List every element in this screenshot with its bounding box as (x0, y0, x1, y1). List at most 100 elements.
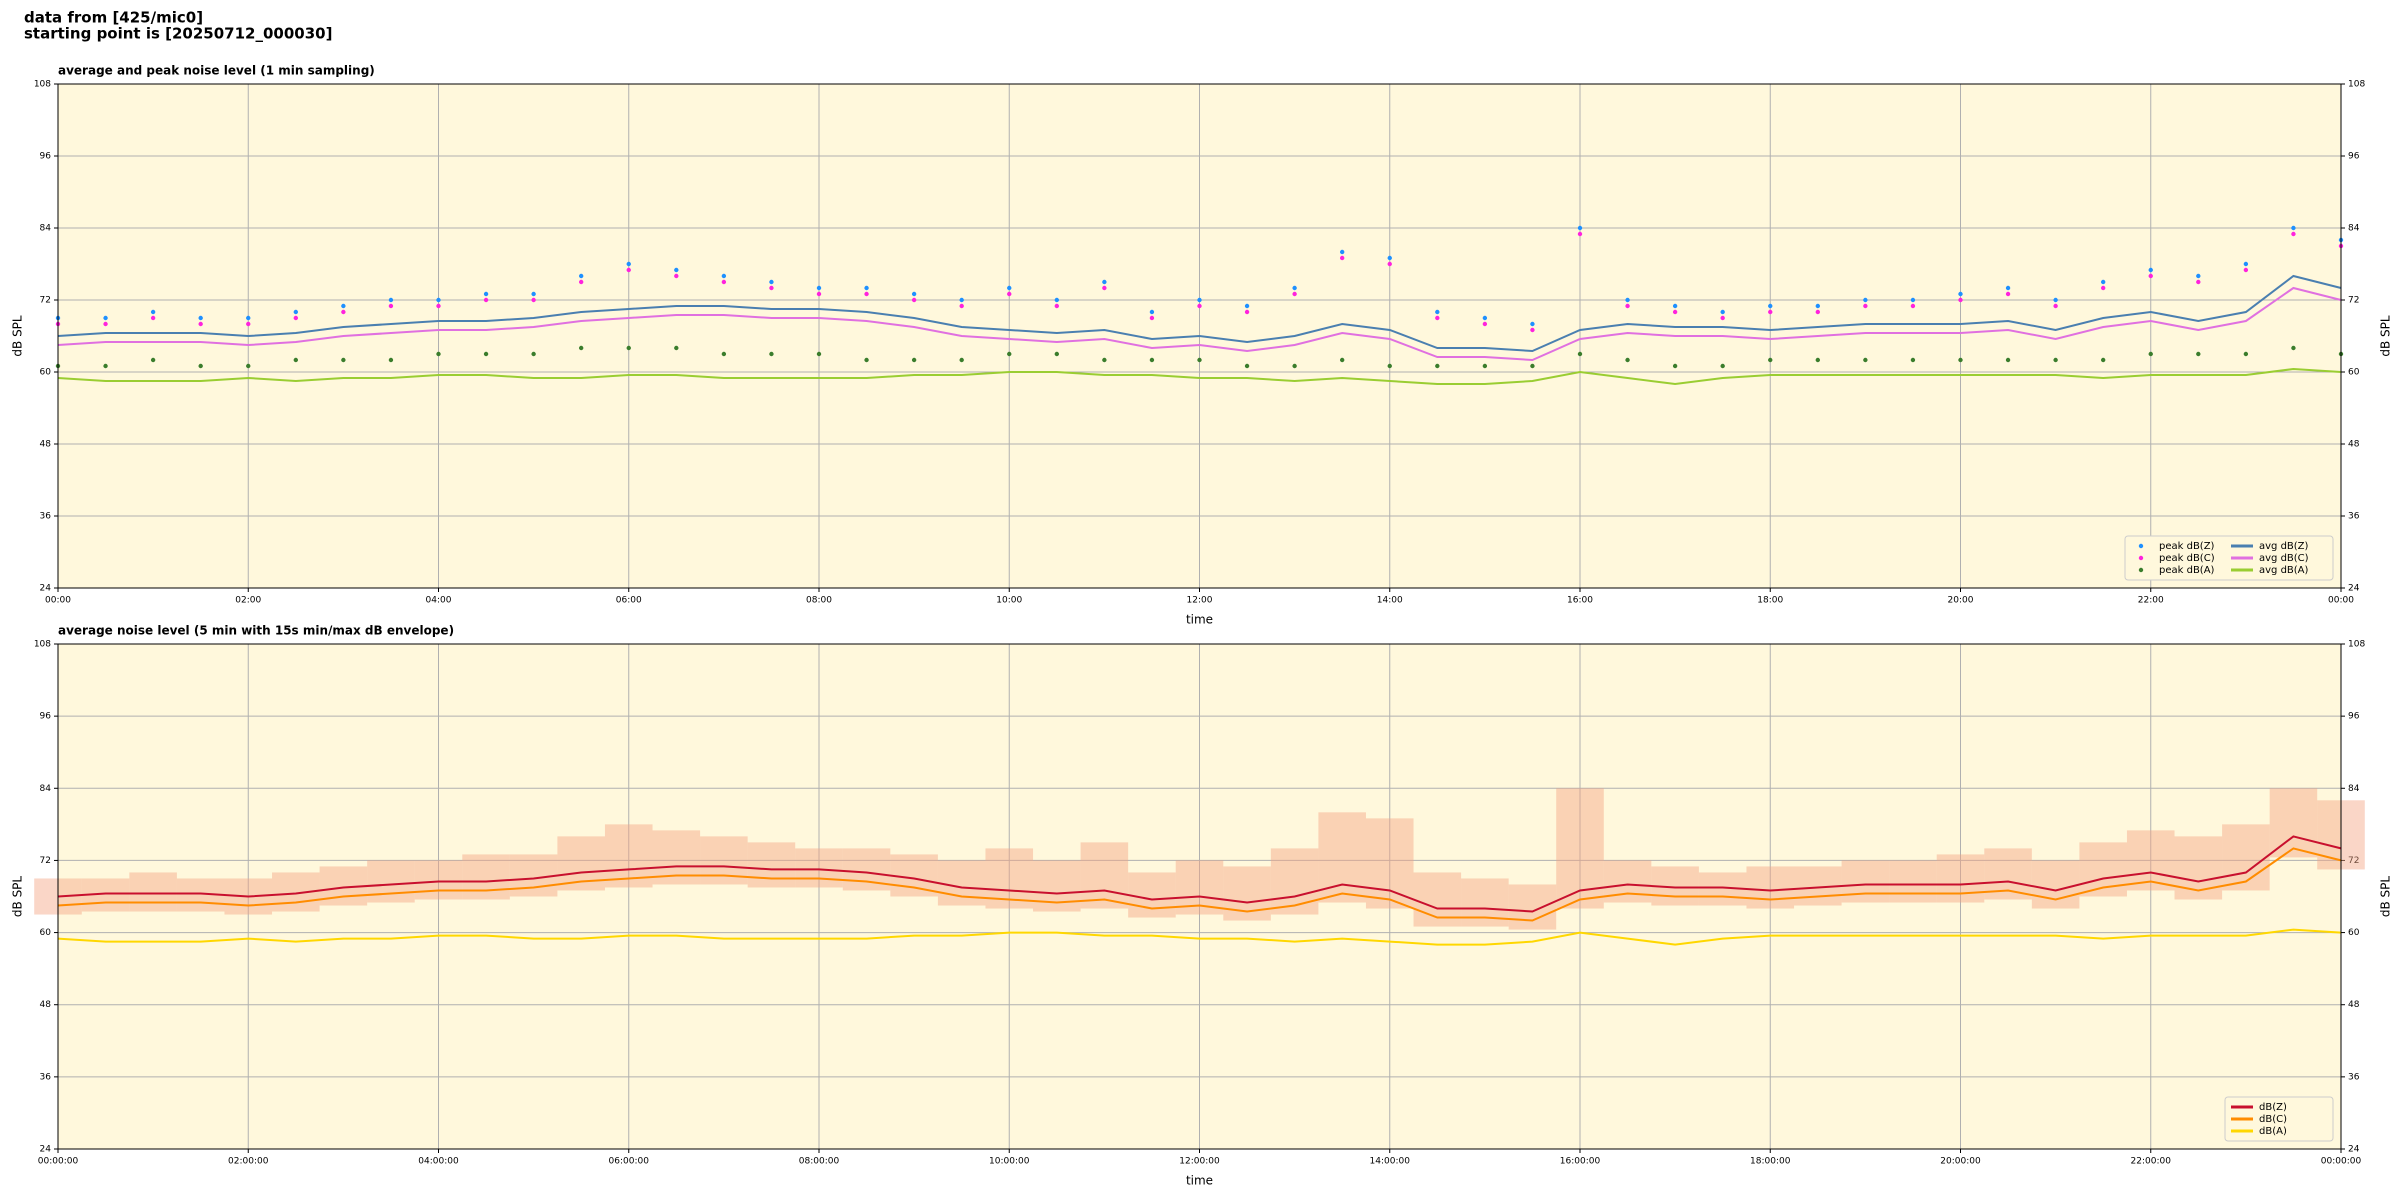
peak-marker (1292, 291, 1297, 297)
peak-marker (1244, 303, 1250, 309)
peak-marker (1387, 261, 1392, 267)
peak-marker (1435, 309, 1440, 315)
envelope-band (414, 860, 463, 900)
peak-marker (198, 315, 203, 321)
peak-marker (1102, 285, 1107, 291)
y-tick-label: 36 (40, 512, 52, 522)
peak-marker (2243, 351, 2249, 357)
x-tick-label: 18:00:00 (1750, 1157, 1791, 1167)
peak-marker (1863, 297, 1868, 303)
peak-marker (150, 315, 156, 321)
peak-marker (1815, 357, 1821, 363)
peak-marker (1863, 357, 1868, 363)
y-tick-label: 96 (2348, 712, 2360, 722)
peak-marker (816, 351, 822, 357)
peak-marker (626, 267, 631, 273)
y-tick-label: 36 (2348, 1072, 2360, 1082)
peak-marker (1387, 363, 1392, 369)
y-tick-label: 24 (2348, 584, 2360, 594)
header-line: data from [425/mic0] (24, 9, 203, 27)
peak-marker (626, 345, 631, 351)
peak-marker (1482, 315, 1488, 321)
y-tick-label: 48 (40, 440, 52, 450)
y-tick-label: 48 (40, 1000, 52, 1010)
peak-marker (1007, 285, 1012, 291)
peak-marker (388, 357, 394, 363)
peak-marker (1577, 231, 1583, 237)
y-tick-label: 72 (2348, 296, 2359, 306)
x-tick-label: 00:00 (45, 596, 71, 606)
peak-marker (1910, 357, 1916, 363)
peak-marker (1910, 303, 1916, 309)
peak-marker (2100, 285, 2106, 291)
peak-marker (483, 297, 489, 303)
y-tick-label: 84 (40, 784, 52, 794)
peak-marker (1672, 303, 1678, 309)
peak-marker (578, 273, 584, 279)
x-tick-label: 06:00 (616, 596, 642, 606)
envelope-band (1841, 860, 1890, 903)
peak-marker (150, 309, 156, 315)
peak-marker (2291, 345, 2296, 351)
x-tick-label: 16:00:00 (1560, 1157, 1601, 1167)
y-tick-label: 72 (2348, 856, 2359, 866)
peak-marker (198, 363, 203, 369)
peak-marker (388, 297, 394, 303)
peak-marker (1482, 321, 1488, 327)
peak-marker (1720, 363, 1725, 369)
x-tick-label: 06:00:00 (609, 1157, 650, 1167)
peak-marker (1672, 309, 1678, 315)
peak-marker (1339, 249, 1345, 255)
peak-marker (1958, 291, 1963, 297)
peak-marker (864, 291, 869, 297)
legend: peak dB(Z)peak dB(C)peak dB(A)avg dB(Z)a… (2124, 535, 2334, 581)
peak-marker (721, 279, 727, 285)
legend-label: peak dB(Z) (2159, 541, 2215, 552)
legend-box (2124, 535, 2334, 581)
peak-marker (578, 345, 584, 351)
y-tick-label: 96 (40, 152, 52, 162)
peak-marker (246, 321, 251, 327)
peak-marker (2148, 351, 2153, 357)
peak-marker (1672, 363, 1678, 369)
peak-marker (816, 285, 822, 291)
peak-marker (959, 297, 964, 303)
peak-marker (293, 309, 299, 315)
peak-marker (293, 315, 299, 321)
peak-marker (103, 321, 108, 327)
y-tick-label: 48 (2348, 440, 2360, 450)
peak-marker (769, 285, 774, 291)
x-tick-label: 02:00:00 (228, 1157, 269, 1167)
peak-marker (1530, 363, 1535, 369)
peak-marker (1387, 255, 1392, 261)
legend: dB(Z)dB(C)dB(A) (2224, 1096, 2334, 1142)
y-tick-label: 24 (40, 584, 52, 594)
legend-label: dB(A) (2259, 1126, 2287, 1137)
peak-marker (1007, 351, 1012, 357)
peak-marker (246, 363, 251, 369)
x-tick-label: 10:00 (996, 596, 1022, 606)
x-tick-label: 18:00 (1757, 596, 1783, 606)
peak-marker (2005, 357, 2011, 363)
peak-marker (864, 357, 869, 363)
peak-marker (388, 303, 394, 309)
peak-marker (293, 357, 299, 363)
peak-marker (2005, 285, 2011, 291)
peak-marker (1292, 285, 1297, 291)
y-tick-label: 36 (2348, 512, 2360, 522)
plot-frame (57, 643, 2342, 1150)
peak-marker (2053, 297, 2058, 303)
x-tick-label: 00:00 (2328, 596, 2354, 606)
peak-marker (2100, 357, 2106, 363)
envelope-band (367, 860, 415, 903)
series-line (57, 274, 2342, 353)
peak-marker (1815, 309, 1821, 315)
peak-marker (911, 357, 917, 363)
peak-marker (341, 309, 346, 315)
envelope-band (1080, 842, 1129, 909)
peak-marker (2005, 291, 2011, 297)
peak-marker (2053, 357, 2058, 363)
peak-marker (483, 351, 489, 357)
x-tick-label: 04:00:00 (418, 1157, 459, 1167)
peak-marker (1339, 357, 1345, 363)
